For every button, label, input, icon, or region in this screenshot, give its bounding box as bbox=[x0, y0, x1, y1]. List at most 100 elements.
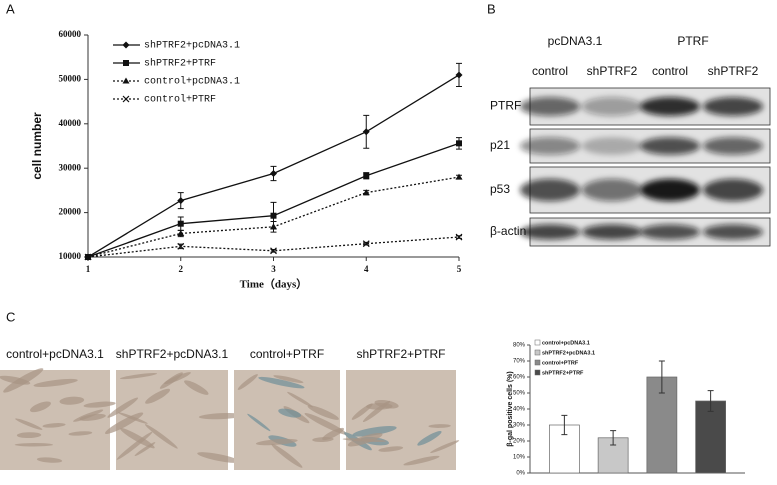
cell bbox=[255, 438, 298, 446]
cell bbox=[144, 424, 178, 449]
legend-swatch bbox=[534, 369, 541, 376]
y-tick-label: 20% bbox=[513, 439, 526, 445]
x-tick-label: 2 bbox=[179, 264, 184, 274]
cell bbox=[134, 442, 156, 457]
legend-swatch bbox=[534, 359, 541, 366]
marker bbox=[455, 173, 463, 180]
cell bbox=[197, 452, 241, 463]
legend-label: control+pcDNA3.1 bbox=[542, 340, 590, 346]
marker bbox=[122, 41, 130, 49]
lane-label: control bbox=[652, 64, 688, 78]
cell bbox=[159, 372, 183, 389]
bar bbox=[695, 400, 726, 474]
marker bbox=[122, 95, 130, 103]
cell bbox=[14, 443, 54, 447]
marker bbox=[270, 170, 277, 178]
cell bbox=[307, 405, 339, 420]
micrograph-label: shPTRF2+pcDNA3.1 bbox=[116, 347, 229, 361]
cell bbox=[73, 409, 104, 422]
blot-band bbox=[520, 224, 580, 240]
panel-letter: A bbox=[6, 1, 15, 16]
marker bbox=[456, 140, 462, 147]
lane-label: shPTRF2 bbox=[708, 64, 759, 78]
cell bbox=[403, 455, 440, 466]
y-tick-label: 0% bbox=[516, 471, 525, 477]
x-tick-label: 5 bbox=[457, 264, 462, 274]
blot-band bbox=[640, 178, 700, 202]
blot-band bbox=[703, 137, 763, 155]
blot-row-label: PTRF bbox=[490, 99, 521, 113]
cell bbox=[107, 397, 139, 418]
legend-label: shPTRF2+PTRF bbox=[144, 58, 216, 70]
error-bar bbox=[610, 430, 617, 446]
cell bbox=[16, 432, 42, 439]
legend-swatch bbox=[534, 339, 541, 346]
cell bbox=[145, 388, 171, 404]
blot-row-label: β-actin bbox=[490, 224, 526, 238]
blot-band bbox=[520, 137, 580, 155]
marker bbox=[455, 71, 463, 79]
marker bbox=[270, 212, 277, 219]
x-tick-label: 4 bbox=[364, 264, 369, 274]
y-tick-label: 10000 bbox=[59, 251, 82, 261]
cell bbox=[184, 380, 209, 395]
marker bbox=[122, 77, 130, 84]
marker bbox=[177, 242, 185, 250]
marker bbox=[84, 253, 92, 261]
blot-band bbox=[520, 97, 580, 116]
cell bbox=[271, 443, 303, 468]
y-tick-label: 60000 bbox=[59, 29, 82, 39]
blot-band bbox=[703, 97, 763, 116]
cell bbox=[36, 457, 63, 463]
error-bar bbox=[658, 360, 665, 394]
cell bbox=[0, 375, 31, 385]
y-tick-label: 60% bbox=[513, 375, 526, 381]
marker bbox=[177, 229, 185, 236]
cell bbox=[33, 378, 78, 387]
legend-label: shPTRF2+PTRF bbox=[542, 370, 584, 376]
blot-band bbox=[582, 97, 642, 116]
blot-band bbox=[582, 178, 642, 202]
marker bbox=[362, 189, 370, 196]
micrograph-label: control+PTRF bbox=[250, 347, 324, 361]
cell bbox=[378, 446, 404, 452]
cell bbox=[118, 412, 148, 424]
y-tick-label: 70% bbox=[513, 359, 526, 365]
y-axis-label: β-gal positive cells (%) bbox=[507, 371, 514, 446]
blot-row-label: p53 bbox=[490, 182, 510, 196]
blot-band bbox=[582, 137, 642, 155]
y-tick-label: 50000 bbox=[59, 73, 82, 83]
y-tick-label: 40% bbox=[513, 407, 526, 413]
y-tick-label: 80% bbox=[513, 343, 526, 349]
marker bbox=[270, 247, 277, 255]
micrograph bbox=[346, 370, 456, 470]
y-axis-label: cell number bbox=[30, 112, 44, 180]
marker bbox=[362, 240, 370, 248]
cell bbox=[29, 401, 51, 413]
cell bbox=[258, 376, 305, 389]
legend-label: control+pcDNA3.1 bbox=[144, 76, 240, 88]
cell bbox=[374, 399, 399, 409]
x-axis-label: Time（days） bbox=[240, 278, 308, 291]
marker bbox=[177, 220, 184, 227]
x-tick-label: 3 bbox=[271, 264, 276, 274]
lane-label: control bbox=[532, 64, 568, 78]
cell bbox=[15, 418, 43, 430]
marker bbox=[123, 60, 129, 66]
y-tick-label: 10% bbox=[513, 455, 526, 461]
cell bbox=[42, 423, 66, 428]
x-tick-label: 1 bbox=[86, 264, 91, 274]
cell bbox=[198, 413, 244, 420]
series-line bbox=[87, 236, 460, 258]
cell bbox=[237, 374, 258, 390]
cell bbox=[59, 396, 85, 405]
marker bbox=[363, 172, 370, 179]
marker bbox=[177, 197, 185, 205]
cell bbox=[417, 430, 442, 446]
blot-band bbox=[703, 224, 763, 240]
cell bbox=[430, 440, 460, 454]
blot-band bbox=[703, 178, 763, 202]
blot-band bbox=[582, 224, 642, 240]
y-tick-label: 40000 bbox=[59, 118, 82, 128]
